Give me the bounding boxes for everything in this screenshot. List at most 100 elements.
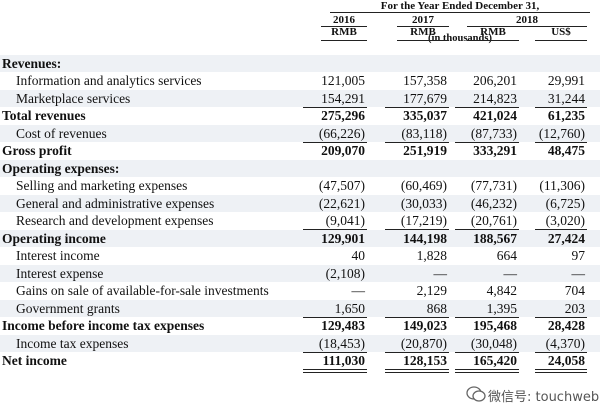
table-row: Government grants 1,650 868 1,395 203 <box>0 299 600 317</box>
rule-line <box>535 351 587 353</box>
table-row: Information and analytics services 121,00… <box>0 72 600 89</box>
row-label: Research and development expenses <box>16 213 214 229</box>
rule-line <box>321 40 367 41</box>
rule-line <box>535 368 587 370</box>
cell-value: 28,428 <box>547 318 585 334</box>
cell-value: 206,201 <box>473 73 517 89</box>
rule-line <box>385 316 449 318</box>
cell-value: (18,453) <box>318 335 365 351</box>
table-row: Selling and marketing expenses (47,507) (6… <box>0 177 600 194</box>
cell-value: 149,023 <box>403 318 447 334</box>
cell-value: 421,024 <box>473 108 517 124</box>
row-label: Net income <box>2 352 67 368</box>
cell-value: (6,725) <box>545 195 585 211</box>
cell-value: 29,991 <box>547 73 585 89</box>
unit-note: (in thousands) <box>428 33 492 44</box>
cell-value: 188,567 <box>473 230 517 246</box>
cell-value: (83,118) <box>401 125 447 141</box>
rule-line <box>455 371 519 373</box>
cell-value: 129,483 <box>321 318 365 334</box>
rule-line <box>385 106 449 108</box>
cell-value: (60,469) <box>400 178 447 194</box>
table-row: Cost of revenues (66,226) (83,118) (87,733)… <box>0 124 600 142</box>
rule-line <box>303 106 367 108</box>
cell-value: (46,232) <box>470 195 517 211</box>
rule-line <box>535 371 587 373</box>
cell-value: 333,291 <box>473 143 517 159</box>
rule-line <box>535 40 587 41</box>
table-row: Income before income tax expenses 129,483… <box>0 317 600 334</box>
rule-line <box>455 141 519 143</box>
rule-line <box>535 106 587 108</box>
cell-value: (77,731) <box>470 178 517 194</box>
cell-value: 48,475 <box>547 143 585 159</box>
header-title: For the Year Ended December 31, <box>380 0 540 12</box>
cell-value: 4,842 <box>486 283 517 299</box>
cell-value: 209,070 <box>321 143 365 159</box>
cell-value: (12,760) <box>538 125 585 141</box>
cell-value: 177,679 <box>403 90 447 106</box>
cell-value: (9,041) <box>325 213 365 229</box>
row-label: Marketplace services <box>16 90 131 106</box>
rule-line <box>455 316 519 318</box>
cell-value: 335,037 <box>403 108 447 124</box>
cell-value: — <box>433 265 448 281</box>
year-header: 2016 <box>333 14 355 26</box>
rule-line <box>397 26 449 27</box>
currency-header: RMB <box>410 26 436 38</box>
rule-line <box>303 351 367 353</box>
cell-value: (11,306) <box>539 178 585 194</box>
cell-value: (20,870) <box>400 335 447 351</box>
row-label: Income before income tax expenses <box>2 318 205 334</box>
rule-line <box>303 141 367 143</box>
table-row: Revenues: <box>0 55 600 72</box>
table-row: Gross profit 209,070 251,919 333,291 48,475 <box>0 142 600 159</box>
table-row: Operating expenses: <box>0 159 600 177</box>
currency-header: US$ <box>551 26 571 38</box>
rule-line <box>467 40 519 41</box>
rule-line <box>385 141 449 143</box>
rule-line <box>385 368 449 370</box>
rule-line <box>385 371 449 373</box>
table-row: Gains on sale of available-for-sale inve… <box>0 282 600 299</box>
cell-value: (47,507) <box>318 178 365 194</box>
rule-line <box>455 351 519 353</box>
rule-line <box>397 40 449 41</box>
row-label: Interest expense <box>16 265 104 281</box>
cell-value: 214,823 <box>473 90 517 106</box>
currency-header: RMB <box>480 26 506 38</box>
rule-line <box>303 371 367 373</box>
table-row: Interest income 40 1,828 664 97 <box>0 247 600 264</box>
rule-line <box>455 106 519 108</box>
cell-value: 203 <box>564 300 585 316</box>
cell-value: 2,129 <box>416 283 447 299</box>
cell-value: 40 <box>351 248 366 264</box>
cell-value: (20,761) <box>470 213 517 229</box>
cell-value: 1,395 <box>486 300 517 316</box>
cell-value: 121,005 <box>321 73 365 89</box>
year-header: 2018 <box>516 14 538 26</box>
row-label: Interest income <box>16 248 100 264</box>
cell-value: 31,244 <box>547 90 585 106</box>
currency-header: RMB <box>331 26 357 38</box>
watermark: 微信号: touchweb <box>488 390 600 405</box>
table-row: Total revenues 275,296 335,037 421,024 61,23… <box>0 107 600 124</box>
cell-value: (4,370) <box>545 335 585 351</box>
cell-value: 165,420 <box>473 352 517 368</box>
row-label: Government grants <box>16 300 120 316</box>
row-label: General and administrative expenses <box>16 195 215 211</box>
table-row: Income tax expenses (18,453) (20,870) (30,0… <box>0 334 600 352</box>
cell-value: (2,108) <box>325 265 365 281</box>
cell-value: 144,198 <box>403 230 447 246</box>
cell-value: (66,226) <box>318 125 365 141</box>
rule-line <box>467 26 587 27</box>
wechat-icon <box>466 386 486 402</box>
row-label: Cost of revenues <box>16 125 107 141</box>
rule-line <box>303 316 367 318</box>
row-label: Information and analytics services <box>16 73 202 89</box>
cell-value: 61,235 <box>547 108 585 124</box>
rule-line <box>330 12 590 13</box>
rule-line <box>385 351 449 353</box>
cell-value: 868 <box>426 300 447 316</box>
cell-value: 1,828 <box>416 248 447 264</box>
